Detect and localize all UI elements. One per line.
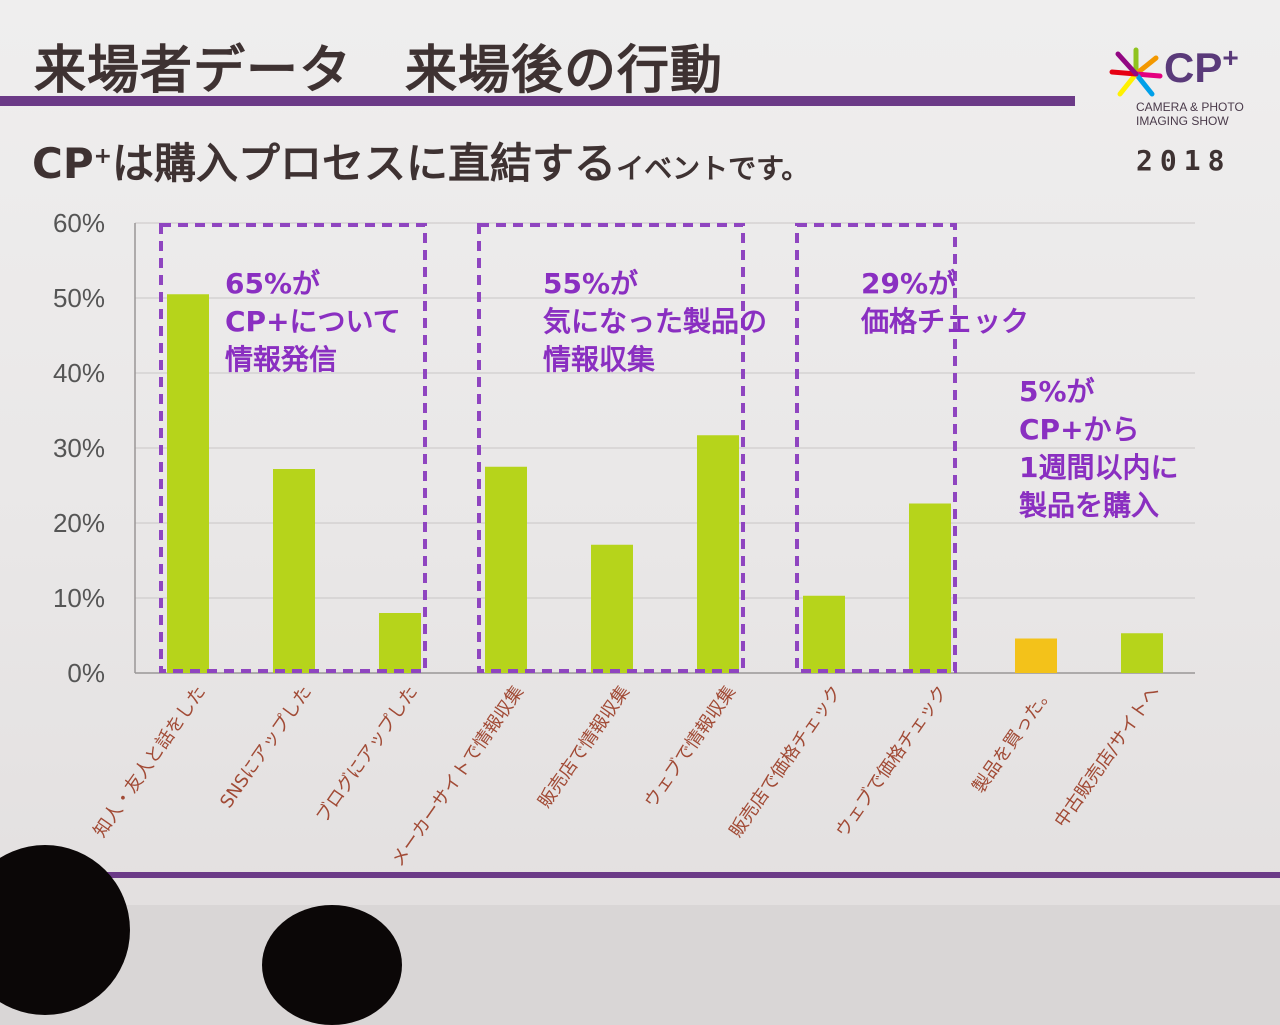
annotation-text: 気になった製品の — [543, 305, 767, 338]
subtitle-main: は購入プロセスに直結する — [112, 139, 617, 188]
audience-head-center — [262, 905, 402, 1025]
bar — [1015, 638, 1057, 673]
bar — [379, 613, 421, 673]
annotation-box — [795, 223, 957, 673]
x-tick-label: 製品を買った。 — [969, 682, 1058, 797]
cp-plus-logo: CP+ CAMERA & PHOTO IMAGING SHOW 2018 — [1108, 32, 1268, 182]
annotation-text: 55%が — [543, 267, 638, 300]
logo-year: 2018 — [1136, 144, 1232, 177]
x-tick-label: 知人・友人と話をした — [90, 682, 210, 841]
subtitle-cp: CP — [32, 139, 94, 188]
x-tick-label: ウェブで価格チェック — [831, 681, 952, 841]
annotation-text: 29%が — [861, 267, 956, 300]
annotation-text: 価格チェック — [860, 305, 1029, 338]
annotation-text: 5%が — [1019, 375, 1095, 408]
y-tick-label: 10% — [53, 583, 105, 613]
y-tick-label: 40% — [53, 358, 105, 388]
bar — [591, 544, 633, 673]
logo-plus: + — [1222, 42, 1239, 73]
annotation-text: CP+から — [1019, 413, 1140, 446]
x-tick-label: 中古販売店/サイトへ — [1050, 682, 1164, 832]
x-tick-label: ブログにアップした — [311, 681, 422, 826]
annotation-text: 65%が — [225, 267, 320, 300]
annotation-box — [159, 223, 427, 673]
annotation-box — [477, 223, 745, 673]
annotation-text: CP+について — [225, 305, 401, 338]
annotation-text: 情報発信 — [225, 343, 337, 376]
y-tick-label: 60% — [53, 208, 105, 238]
starburst-icon — [1109, 47, 1163, 97]
slide-title: 来場者データ 来場後の行動 — [34, 41, 724, 101]
x-tick-label: 販売店で情報収集 — [534, 682, 634, 812]
bar — [803, 595, 845, 673]
slide-subtitle: CP+は購入プロセスに直結するイベントです。 — [32, 130, 809, 191]
bar — [909, 503, 951, 673]
x-tick-label: ウェブで情報収集 — [639, 681, 740, 812]
y-tick-label: 30% — [53, 433, 105, 463]
logo-name: CP — [1164, 44, 1223, 91]
bar — [697, 435, 739, 673]
bar — [273, 469, 315, 673]
bar-chart: 0% 10% 20% 30% 40% 50% 60% 知人・友人と話をした SNSにアップしたブ… — [53, 208, 1195, 871]
logo-text: CP+ — [1164, 42, 1239, 92]
footer-bar — [60, 872, 1280, 878]
y-tick-label: 50% — [53, 283, 105, 313]
subtitle-plus: + — [93, 144, 113, 169]
annotation-text: 1週間以内に — [1019, 451, 1178, 484]
slide: 来場者データ 来場後の行動 CP+は購入プロセスに直結するイベントです。 CP+… — [0, 0, 1280, 905]
annotation-text: 情報収集 — [543, 343, 655, 376]
bar — [167, 294, 209, 673]
x-tick-label: 販売店で価格チェック — [726, 682, 846, 841]
x-tick-label: SNSにアップした — [216, 682, 316, 812]
logo-tagline: CAMERA & PHOTO IMAGING SHOW — [1136, 100, 1244, 128]
y-tick-label: 20% — [53, 508, 105, 538]
bar — [485, 466, 527, 673]
y-tick-label: 0% — [67, 658, 105, 688]
bar — [1121, 633, 1163, 673]
annotation-text: 製品を購入 — [1019, 489, 1159, 522]
title-underline — [0, 96, 1075, 106]
subtitle-tail: イベントです。 — [616, 152, 810, 185]
